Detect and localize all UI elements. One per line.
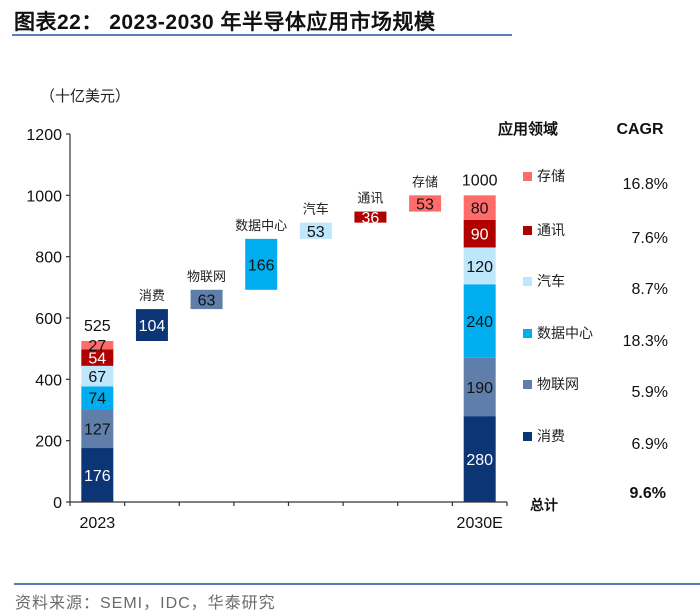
bar-2030e-segment-label: 90 — [471, 227, 489, 244]
x-label-2030e: 2030E — [457, 515, 503, 532]
increment-value-label: 63 — [198, 292, 216, 309]
y-tick-label: 600 — [35, 311, 62, 328]
legend-item-label: 通讯 — [537, 223, 565, 239]
increment-value-label: 36 — [362, 210, 380, 227]
bar-2023-segment-label: 27 — [88, 338, 106, 355]
bar-2023-segment-0 — [81, 448, 114, 502]
bar-2030e-segment-label: 240 — [466, 314, 493, 331]
increment-bar-6 — [409, 195, 442, 212]
bar-2023-segment-label: 127 — [84, 422, 111, 439]
bar-2030e-segment-3 — [463, 247, 496, 285]
bar-2023-total-label: 525 — [84, 318, 111, 335]
title-divider — [12, 34, 512, 36]
increment-value-label: 166 — [248, 257, 275, 274]
increment-bar-5 — [354, 211, 387, 223]
bar-2023-segment-label: 74 — [88, 391, 106, 408]
increment-category-label: 消费 — [139, 289, 165, 304]
bar-2023-segment-2 — [81, 386, 114, 410]
legend-total-label: 总计 — [530, 497, 558, 514]
y-tick-label: 200 — [35, 434, 62, 451]
legend-item-cagr: 7.6% — [632, 230, 668, 247]
bar-2023-segment-3 — [81, 365, 114, 387]
source-note: 资料来源：SEMI，IDC，华泰研究 — [15, 595, 276, 612]
y-tick-label: 1000 — [26, 188, 62, 205]
unit-label: （十亿美元） — [40, 87, 130, 105]
bar-2023-segment-5 — [81, 341, 114, 350]
bar-2030e-segment-1 — [463, 357, 496, 417]
legend-item-label: 存储 — [537, 169, 565, 185]
legend-item-label: 数据中心 — [537, 326, 593, 342]
legend-item-label: 物联网 — [537, 377, 579, 393]
legend-total-cagr: 9.6% — [630, 485, 666, 502]
legend-swatch — [523, 226, 532, 235]
legend-swatch — [523, 329, 532, 338]
legend-item-label: 汽车 — [537, 273, 565, 290]
bar-2030e-segment-label: 80 — [471, 201, 489, 218]
legend-swatch — [523, 172, 532, 181]
increment-value-label: 53 — [307, 224, 325, 241]
increment-bar-3 — [245, 238, 278, 290]
increment-bar-4 — [299, 222, 332, 239]
figure-title: 图表22： 2023-2030 年半导体应用市场规模 — [14, 11, 436, 34]
y-tick-label: 0 — [53, 495, 62, 512]
bar-2023-segment-label: 67 — [88, 369, 106, 386]
bar-2030e-segment-label: 120 — [466, 259, 493, 276]
increment-category-label: 通讯 — [357, 192, 383, 207]
increment-bar-2 — [190, 289, 223, 310]
legend-item-cagr: 5.9% — [632, 384, 668, 401]
bar-2023-segment-4 — [81, 349, 114, 366]
legend-swatch — [523, 380, 532, 389]
x-label-2023: 2023 — [80, 515, 116, 532]
y-tick-label: 1200 — [26, 127, 62, 144]
bar-2030e-segment-0 — [463, 416, 496, 502]
bar-2030e-segment-label: 280 — [466, 452, 493, 469]
legend-header-cagr: CAGR — [616, 121, 664, 138]
increment-category-label: 数据中心 — [235, 219, 287, 234]
legend-item-cagr: 8.7% — [632, 281, 668, 298]
bar-2030e-segment-label: 190 — [466, 380, 493, 397]
legend-item-cagr: 6.9% — [632, 436, 668, 453]
increment-value-label: 53 — [416, 196, 434, 213]
bar-2030e-total-label: 1000 — [462, 172, 498, 189]
bar-2030e-segment-4 — [463, 219, 496, 248]
increment-category-label: 存储 — [412, 175, 438, 190]
y-tick-label: 800 — [35, 250, 62, 267]
increment-category-label: 物联网 — [187, 270, 226, 285]
legend-swatch — [523, 432, 532, 441]
y-tick-label: 400 — [35, 372, 62, 389]
bar-2030e-segment-2 — [463, 284, 496, 358]
increment-category-label: 汽车 — [303, 202, 329, 218]
bar-2030e-segment-5 — [463, 195, 496, 220]
legend-swatch — [523, 277, 532, 286]
legend-item-cagr: 16.8% — [623, 176, 668, 193]
increment-value-label: 104 — [139, 318, 166, 335]
legend-header-category: 应用领域 — [498, 120, 558, 138]
bar-2023-segment-label: 54 — [88, 351, 106, 368]
bar-2023-segment-1 — [81, 409, 114, 449]
legend-item-label: 消费 — [537, 429, 565, 445]
footer-divider — [14, 583, 700, 585]
bar-2023-segment-label: 176 — [84, 468, 111, 485]
legend-item-cagr: 18.3% — [623, 333, 668, 350]
increment-bar-1 — [135, 309, 168, 341]
